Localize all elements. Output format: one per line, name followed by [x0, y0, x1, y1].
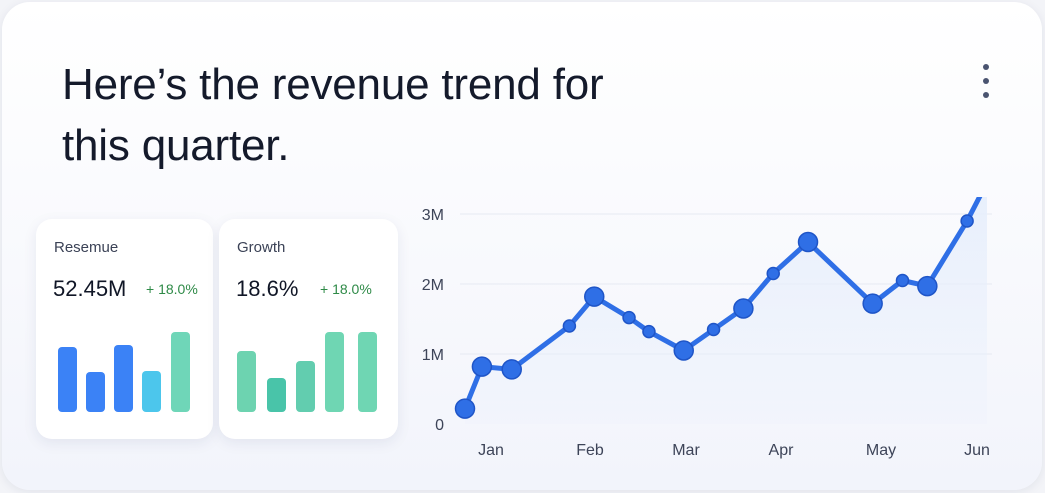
mini-bar [142, 371, 161, 412]
mini-bar-chart [237, 332, 377, 412]
data-point[interactable] [917, 275, 938, 297]
page-title: Here’s the revenue trend for this quarte… [62, 60, 604, 170]
x-tick-label: Apr [769, 442, 795, 459]
x-tick-label: May [866, 442, 896, 459]
mini-bar [114, 345, 133, 412]
stat-label: Resemue [54, 239, 119, 256]
data-point[interactable] [642, 324, 656, 339]
y-tick-label: 3M [422, 207, 444, 224]
data-point[interactable] [622, 310, 636, 325]
more-vertical-icon-dot [983, 78, 989, 84]
data-point[interactable] [733, 298, 754, 319]
y-tick-label: 0 [435, 417, 444, 434]
stat-label: Growth [237, 239, 286, 256]
mini-bar [86, 372, 105, 412]
data-point[interactable] [673, 340, 694, 361]
data-point[interactable] [562, 319, 577, 333]
data-point[interactable] [797, 231, 819, 253]
data-point[interactable] [706, 322, 721, 337]
mini-bar [296, 361, 315, 412]
x-tick-label: Mar [672, 442, 700, 459]
data-point[interactable] [454, 398, 476, 419]
data-point[interactable] [501, 359, 522, 380]
data-point[interactable] [960, 214, 974, 228]
data-point[interactable] [862, 293, 883, 314]
more-options-button[interactable] [974, 62, 998, 100]
series-area [465, 197, 987, 424]
stat-value: 18.6% [236, 276, 299, 301]
y-tick-label: 1M [422, 347, 444, 364]
mini-bar [58, 347, 77, 412]
x-tick-label: Jan [478, 442, 504, 459]
x-tick-label: Feb [576, 442, 604, 459]
x-tick-label: Jun [964, 442, 990, 459]
revenue-stat-card: Resemue 52.45M + 18.0% [36, 219, 213, 439]
mini-bar-chart [58, 332, 190, 412]
data-point[interactable] [471, 356, 493, 377]
more-vertical-icon-dot [983, 92, 989, 98]
stat-delta: + 18.0% [320, 281, 372, 297]
data-point[interactable] [766, 266, 780, 281]
growth-stat-card: Growth 18.6% + 18.0% [219, 219, 398, 439]
mini-bar [171, 332, 190, 412]
mini-bar [267, 378, 286, 412]
y-tick-label: 2M [422, 277, 444, 294]
revenue-line-chart: 0 1M 2M 3M Jan Feb Mar Apr May Jun [422, 197, 992, 459]
stat-value: 52.45M [53, 276, 127, 301]
data-point[interactable] [584, 286, 605, 307]
data-point[interactable] [895, 273, 910, 288]
mini-bar [325, 332, 344, 412]
mini-bar [358, 332, 377, 412]
more-vertical-icon [983, 64, 989, 70]
stat-delta: + 18.0% [146, 281, 198, 297]
mini-bar [237, 351, 256, 412]
